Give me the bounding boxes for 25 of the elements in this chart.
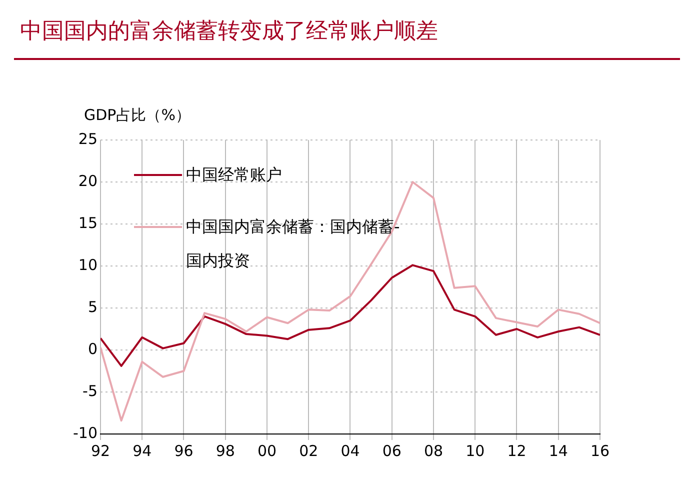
y-tick-label: -10 — [73, 424, 98, 442]
y-tick-label: 25 — [78, 130, 98, 148]
x-tick-label: 10 — [466, 442, 485, 460]
chart-title: 中国国内的富余储蓄转变成了经常账户顺差 — [20, 18, 438, 46]
x-tick-label: 08 — [424, 442, 444, 460]
x-tick-label: 96 — [174, 442, 194, 460]
y-tick-label: 20 — [78, 172, 98, 190]
legend-label: 中国国内富余储蓄：国内储蓄-国内投资 — [186, 216, 401, 272]
x-tick-label: 94 — [132, 442, 152, 460]
y-tick-label: 15 — [78, 214, 98, 232]
y-tick-label: 5 — [88, 298, 98, 316]
y-tick-label: -5 — [82, 382, 98, 400]
x-tick-label: 12 — [507, 442, 526, 460]
x-tick-label: 02 — [299, 442, 318, 460]
x-tick-label: 92 — [90, 442, 110, 460]
legend-label: 中国经常账户 — [186, 164, 282, 186]
x-tick-label: 16 — [590, 442, 610, 460]
x-tick-label: 14 — [548, 442, 568, 460]
x-tick-label: 06 — [382, 442, 402, 460]
y-axis-title: GDP占比（%） — [84, 106, 190, 125]
x-tick-label: 04 — [340, 442, 360, 460]
x-tick-label: 00 — [257, 442, 277, 460]
x-tick-label: 98 — [216, 442, 235, 460]
y-tick-label: 10 — [78, 256, 98, 274]
y-tick-label: 0 — [88, 340, 98, 358]
